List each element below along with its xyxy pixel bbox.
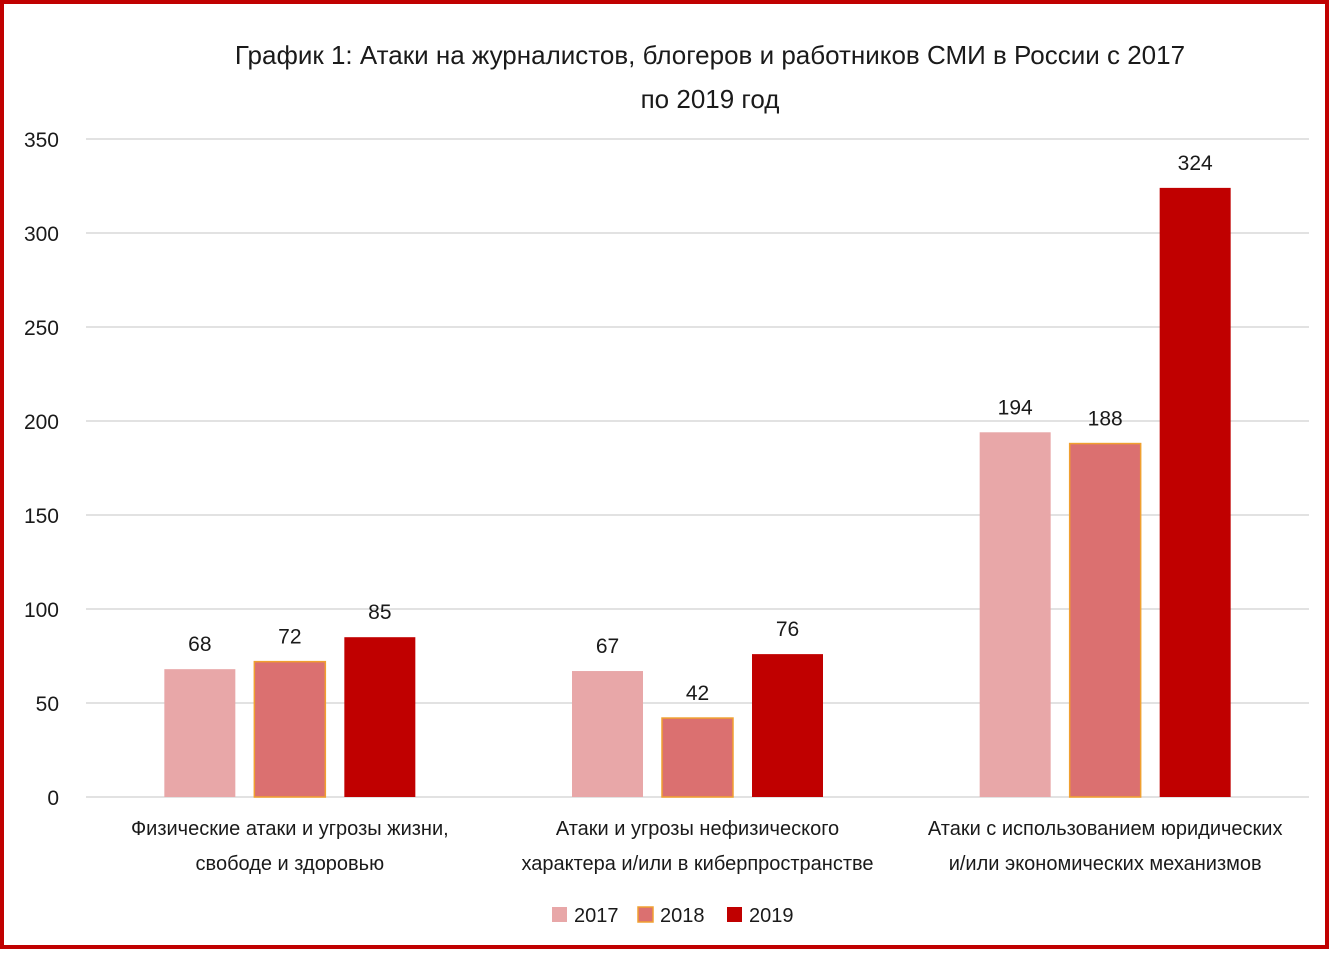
legend: 2017 2018 2019 [552, 905, 794, 927]
y-tick-label: 250 [24, 317, 59, 340]
chart-title-line-1: График 1: Атаки на журналистов, блогеров… [235, 40, 1185, 70]
legend-swatch-2018 [637, 906, 654, 923]
data-label: 194 [998, 396, 1033, 419]
bars [164, 187, 1231, 798]
y-axis-tick-labels: 0 50 100 150 200 250 300 350 [24, 129, 59, 810]
legend-label-2017: 2017 [574, 905, 619, 927]
bar-chart: График 1: Атаки на журналистов, блогеров… [24, 40, 1309, 927]
y-tick-label: 0 [47, 787, 59, 810]
y-tick-label: 150 [24, 505, 59, 528]
bar-2018 [253, 660, 327, 798]
data-label: 42 [686, 682, 709, 705]
bar-2019 [344, 637, 416, 797]
x-category-label: Атаки и угрозы нефизического [556, 818, 839, 840]
legend-label-2018: 2018 [660, 905, 705, 927]
chart-title: График 1: Атаки на журналистов, блогеров… [235, 40, 1185, 114]
data-labels: 68 72 85 67 42 76 194 188 324 [188, 152, 1213, 705]
x-category-label: и/или экономических механизмов [949, 853, 1262, 875]
y-tick-label: 200 [24, 411, 59, 434]
legend-swatch-2019 [727, 907, 742, 922]
data-label: 188 [1088, 408, 1123, 431]
y-tick-label: 50 [36, 693, 59, 716]
bar-2018 [1068, 442, 1142, 798]
y-tick-label: 350 [24, 129, 59, 152]
x-category-label: Физические атаки и угрозы жизни, [131, 818, 449, 840]
legend-label-2019: 2019 [749, 905, 794, 927]
bar-2017 [979, 432, 1051, 797]
data-label: 85 [368, 601, 391, 624]
chart-title-line-2: по 2019 год [641, 84, 780, 114]
x-category-label: Атаки с использованием юридических [928, 818, 1283, 840]
data-label: 72 [278, 626, 301, 649]
bar-2017 [164, 669, 236, 797]
bar-2017 [572, 671, 643, 797]
y-tick-label: 300 [24, 223, 59, 246]
data-label: 67 [596, 635, 619, 658]
data-label: 68 [188, 633, 211, 656]
x-category-label: свободе и здоровью [196, 853, 385, 875]
legend-swatch-2017 [552, 907, 567, 922]
x-category-label: характера и/или в киберпространстве [521, 853, 873, 875]
bar-2019 [1159, 187, 1231, 797]
bar-2019 [752, 654, 823, 797]
bar-2018 [661, 717, 734, 798]
data-label: 324 [1178, 152, 1213, 175]
y-tick-label: 100 [24, 599, 59, 622]
x-axis-category-labels: Физические атаки и угрозы жизни, свободе … [131, 818, 1283, 875]
data-label: 76 [776, 618, 799, 641]
